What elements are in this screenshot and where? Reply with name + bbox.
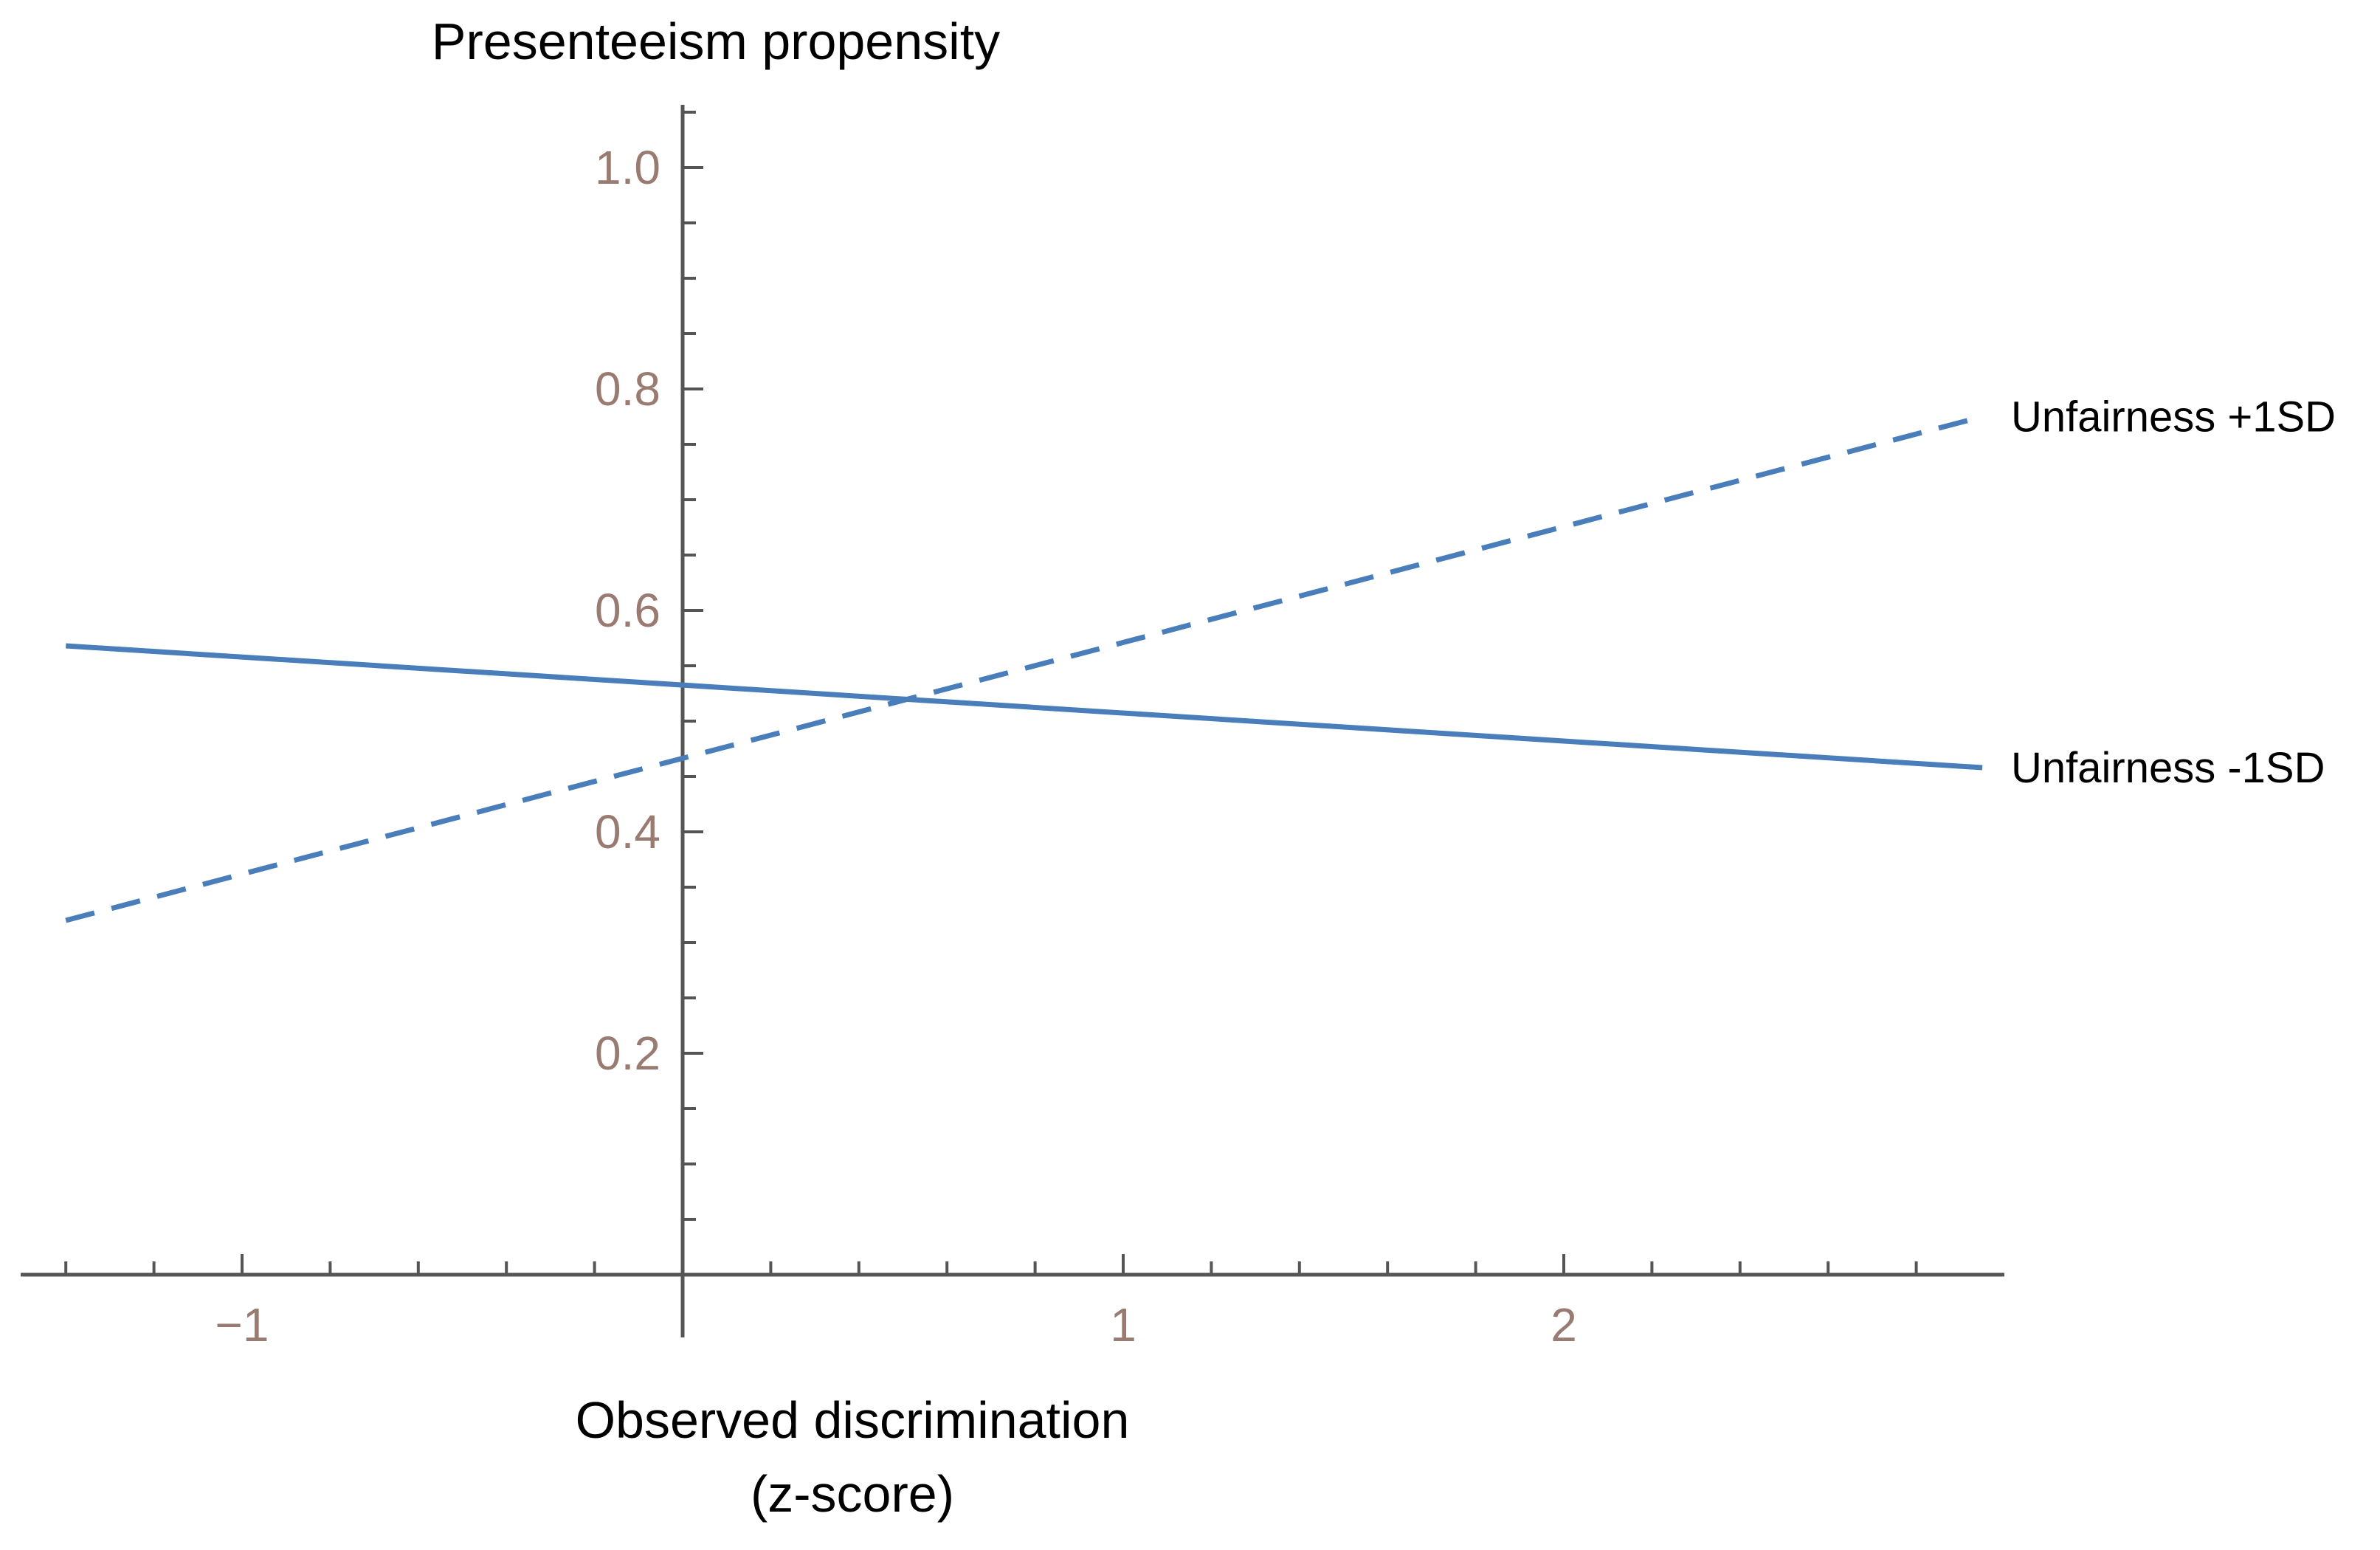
y-tick-label: 1.0 [595, 141, 660, 194]
series-line-unfairness-minus-1sd [65, 643, 1983, 771]
x-tick-label: 1 [1110, 1298, 1136, 1351]
series-line-unfairness-plus-1sd [65, 414, 1984, 923]
axis-ticks [64, 111, 1918, 1275]
series-label: Unfairness +1SD [2011, 393, 2336, 441]
y-axis-title: Presenteeism propensity [432, 13, 1000, 70]
x-axis-title-line-1: Observed discrimination [576, 1391, 1130, 1449]
x-tick-label: −1 [215, 1298, 269, 1351]
tick-labels: −1 1 2 0.2 0.4 0.6 0.8 1.0 [215, 141, 1577, 1351]
y-tick-label: 0.6 [595, 584, 660, 637]
x-tick-label: 2 [1551, 1298, 1577, 1351]
y-tick-label: 0.8 [595, 362, 660, 416]
y-tick-label: 0.2 [595, 1027, 660, 1080]
series-group: Unfairness +1SD Unfairness -1SD [65, 393, 2336, 923]
y-tick-label: 0.4 [595, 805, 660, 858]
x-axis-title-line-2: (z-score) [751, 1465, 954, 1523]
series-label: Unfairness -1SD [2011, 744, 2325, 792]
